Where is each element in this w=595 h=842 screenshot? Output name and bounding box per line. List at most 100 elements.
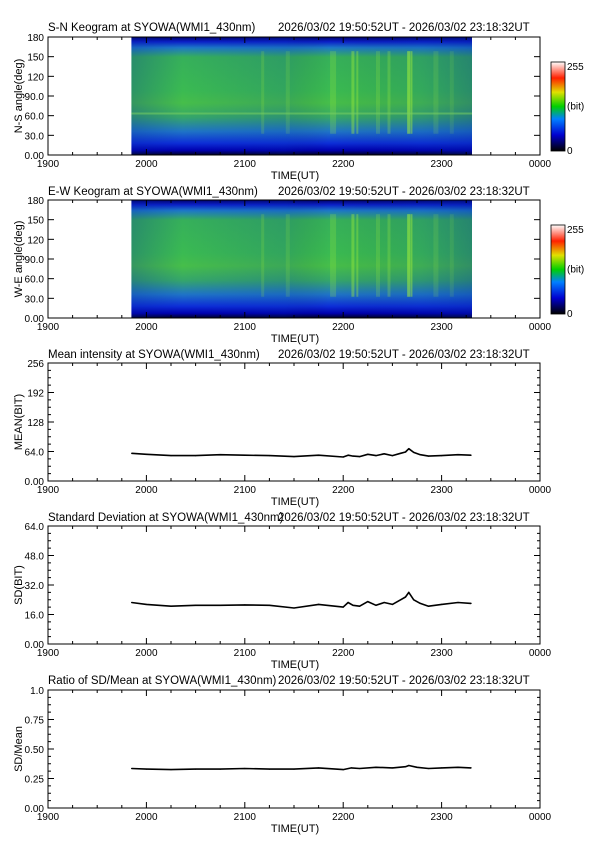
- x-tick-label: 1900: [37, 485, 60, 496]
- data-point: [318, 767, 320, 769]
- data-point: [268, 455, 270, 457]
- data-point: [413, 599, 415, 601]
- keogram-brightening: [261, 214, 265, 297]
- x-tick-label: 1900: [37, 812, 60, 823]
- y-tick-label: 64.0: [25, 522, 45, 533]
- data-point: [470, 454, 472, 456]
- data-point: [347, 601, 349, 604]
- x-tick-label: 1900: [37, 648, 60, 659]
- panel-subtitle: 2026/03/02 19:50:52UT - 2026/03/02 23:18…: [278, 349, 530, 361]
- data-point: [145, 453, 147, 455]
- y-tick-label: 192: [27, 389, 44, 400]
- colorbar-max-label: 255: [567, 62, 584, 73]
- y-tick-label: 30.0: [25, 294, 45, 305]
- colorbar-unit-label: (bit): [567, 102, 584, 113]
- data-point: [352, 455, 354, 457]
- data-point: [352, 604, 354, 606]
- data-point: [359, 767, 361, 770]
- x-tick-label: 2200: [332, 159, 355, 170]
- keogram-brightening: [407, 214, 411, 297]
- x-tick-label: 2000: [135, 648, 158, 659]
- keogram-brightening: [449, 214, 454, 297]
- data-point: [293, 607, 295, 609]
- data-point: [131, 452, 133, 454]
- x-axis-label: TIME(UT): [271, 823, 319, 835]
- x-tick-label: 2100: [234, 159, 257, 170]
- colorbar: [550, 61, 566, 152]
- data-point: [131, 601, 133, 604]
- data-point: [457, 454, 459, 456]
- x-tick-label: 2200: [332, 812, 355, 823]
- x-tick-label: 2300: [430, 485, 453, 496]
- panel-title: Ratio of SD/Mean at SYOWA(WMI1_430nm): [48, 675, 277, 687]
- colorbar-min-label: 0: [567, 309, 573, 320]
- data-point: [400, 452, 402, 454]
- y-axis-label: MEAN(BIT): [13, 394, 25, 450]
- panel-title: Mean intensity at SYOWA(WMI1_430nm): [48, 349, 260, 361]
- data-point: [342, 769, 344, 771]
- x-tick-label: 1900: [37, 159, 60, 170]
- x-tick-label: 2100: [234, 648, 257, 659]
- x-tick-label: 2300: [430, 648, 453, 659]
- data-point: [416, 766, 418, 768]
- keogram-brightening: [449, 51, 454, 134]
- keogram-brightening: [285, 214, 290, 297]
- data-point: [404, 766, 407, 768]
- data-point: [219, 604, 221, 606]
- keogram-brightening: [410, 51, 413, 134]
- data-point: [293, 456, 295, 458]
- keogram-brightening: [285, 51, 290, 134]
- data-point: [170, 455, 172, 457]
- panel-title: E-W Keogram at SYOWA(WMI1_430nm): [48, 186, 258, 198]
- x-tick-label: 2200: [332, 648, 355, 659]
- data-point: [441, 603, 443, 606]
- y-tick-label: 0.00: [25, 151, 45, 162]
- keogram-brightening: [330, 51, 337, 134]
- x-axis-label: TIME(UT): [271, 659, 319, 671]
- x-tick-label: 2000: [135, 485, 158, 496]
- plot-frame: [47, 362, 541, 482]
- x-tick-label: 0000: [529, 648, 552, 659]
- data-point: [375, 604, 377, 606]
- y-tick-label: 90.0: [25, 92, 45, 103]
- keogram-brightening: [410, 214, 413, 297]
- data-point: [419, 602, 421, 605]
- keogram-brightening: [261, 51, 265, 134]
- x-tick-label: 2100: [234, 322, 257, 333]
- data-point: [195, 455, 197, 457]
- y-tick-label: 0.50: [25, 745, 45, 756]
- panel-subtitle: 2026/03/02 19:50:52UT - 2026/03/02 23:18…: [278, 186, 530, 198]
- keogram-brightening: [356, 51, 359, 134]
- panel-1: S-N Keogram at SYOWA(WMI1_430nm) 2026/03/…: [13, 22, 584, 182]
- y-tick-label: 120: [27, 72, 44, 83]
- data-point: [293, 768, 295, 770]
- y-tick-label: 0.75: [25, 716, 45, 727]
- x-tick-label: 1900: [37, 322, 60, 333]
- data-point: [391, 603, 393, 606]
- panel-3: Mean intensity at SYOWA(WMI1_430nm) 2026/…: [13, 349, 552, 508]
- y-tick-label: 150: [27, 53, 44, 64]
- data-point: [404, 596, 407, 598]
- data-point: [408, 591, 410, 594]
- keogram-brightening: [356, 214, 359, 297]
- data-point: [375, 455, 377, 457]
- panel-title: S-N Keogram at SYOWA(WMI1_430nm): [48, 22, 255, 34]
- colorbar: [550, 224, 566, 315]
- data-point: [427, 767, 430, 770]
- y-tick-label: 64.0: [25, 448, 45, 459]
- data-point: [408, 448, 410, 450]
- x-axis-label: TIME(UT): [271, 496, 319, 508]
- data-point: [441, 767, 443, 769]
- x-tick-label: 2000: [135, 812, 158, 823]
- data-point: [383, 601, 385, 604]
- y-tick-label: 0.00: [25, 477, 45, 488]
- data-point: [244, 454, 246, 456]
- keogram-brightening: [407, 51, 411, 134]
- y-tick-label: 150: [27, 216, 44, 227]
- x-axis-label: TIME(UT): [271, 170, 319, 182]
- keogram-brightening: [376, 214, 380, 297]
- x-tick-label: 2000: [135, 159, 158, 170]
- y-tick-label: 48.0: [25, 552, 45, 563]
- data-point: [375, 766, 377, 768]
